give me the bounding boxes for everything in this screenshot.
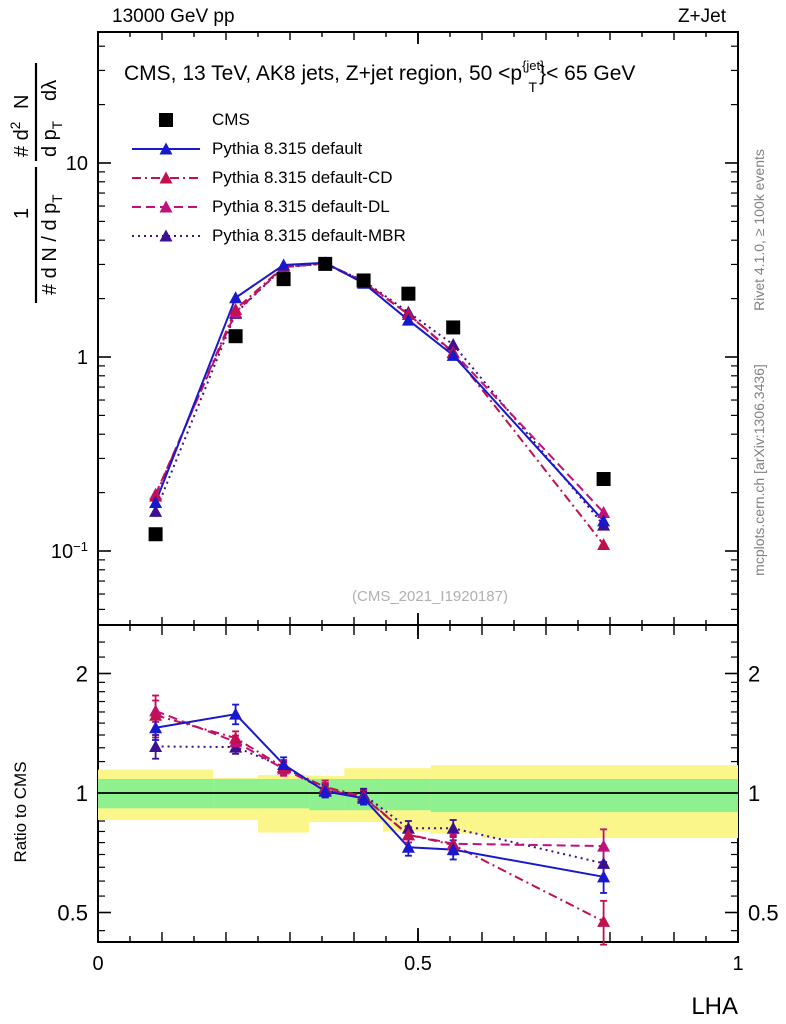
x-axis-label: LHA (691, 993, 738, 1020)
main-title: CMS, 13 TeV, AK8 jets, Z+jet region, 50 … (124, 58, 635, 95)
y-axis-label-part: d pT (39, 121, 65, 157)
analysis-watermark: (CMS_2021_I1920187) (352, 588, 508, 605)
x-tick-label: 1 (732, 953, 743, 975)
legend-marker-0 (159, 113, 173, 127)
main-series-marker (597, 505, 611, 518)
cms-data-marker (228, 329, 243, 344)
cms-data-marker (276, 272, 291, 287)
ratio-y-axis-label: Ratio to CMS (11, 761, 30, 862)
ratio-series-marker (357, 791, 371, 804)
main-series-marker (446, 348, 460, 361)
ratio-series-marker (597, 856, 611, 869)
legend-marker-1 (159, 142, 173, 155)
main-series-line (154, 262, 605, 514)
uncertainty-band-inner (482, 778, 738, 813)
ratio-series-marker (149, 708, 163, 721)
main-series-marker (597, 514, 611, 527)
y-tick-label-10: 10 (66, 153, 88, 175)
main-series-marker (401, 313, 415, 326)
ratio-series-marker (229, 707, 243, 720)
main-series-marker (229, 291, 243, 304)
ratio-y-right-tick-label: 1 (748, 781, 760, 806)
ratio-series-marker (149, 721, 163, 734)
y-axis-label-part: # d N / d pT (39, 194, 65, 295)
legend-label-2: Pythia 8.315 default-CD (212, 168, 393, 187)
side-label-rivet: Rivet 4.1.0, ≥ 100k events (751, 149, 767, 311)
main-series-marker (446, 337, 460, 351)
y-tick-label-1: 1 (77, 347, 88, 369)
ratio-series-line (155, 709, 604, 848)
ratio-series-marker (318, 784, 332, 797)
ratio-y-right-tick-label: 2 (748, 662, 760, 687)
main-series-marker (149, 489, 163, 502)
ratio-y-tick-label: 0.5 (57, 901, 88, 926)
ratio-series-marker (401, 828, 415, 841)
y-axis-label: # d N / d pT 1 # d2 Nd pT dλ (8, 63, 65, 303)
ratio-y-tick-label: 2 (76, 662, 88, 687)
y-axis-label-part: 1 (11, 208, 33, 219)
x-tick-label: 0 (92, 953, 103, 975)
ratio-series-marker (446, 843, 460, 856)
side-label-mcplots: mcplots.cern.ch [arXiv:1306.3436] (751, 364, 767, 576)
cms-data-marker (356, 273, 371, 288)
ratio-series-line (155, 745, 604, 865)
cms-data-marker (401, 286, 416, 301)
cms-data-marker (596, 472, 611, 487)
ratio-series-marker (149, 739, 163, 752)
legend-label-0: CMS (212, 110, 250, 129)
header-left-beam-label: 13000 GeV pp (112, 6, 235, 27)
ratio-y-tick-label: 1 (76, 781, 88, 806)
legend-label-1: Pythia 8.315 default (212, 139, 363, 158)
main-series-line (154, 262, 605, 546)
ratio-series-marker (401, 840, 415, 853)
cms-data-marker (446, 320, 461, 335)
main-series-marker (149, 495, 163, 508)
cms-data-marker (148, 527, 163, 542)
cms-data-marker (318, 256, 333, 271)
ratio-series-line (155, 713, 604, 878)
main-series-marker (597, 538, 611, 551)
y-axis-label-part: # d2 (8, 122, 33, 157)
legend-label-3: Pythia 8.315 default-DL (212, 197, 390, 216)
legend-marker-3 (159, 200, 173, 213)
legend-marker-4 (159, 229, 173, 242)
y-axis-label-part: N (11, 95, 33, 109)
main-series-line (154, 262, 605, 526)
ratio-series-marker (597, 914, 611, 927)
uncertainty-band-inner (382, 778, 431, 811)
legend-marker-2 (159, 171, 173, 184)
header-right-process-label: Z+Jet (678, 6, 727, 27)
main-series-marker (149, 504, 163, 517)
y-tick-label-0p1: 10−1 (51, 539, 88, 564)
main-series-marker (277, 258, 291, 271)
x-tick-label: 0.5 (404, 953, 432, 975)
ratio-y-right-tick-label: 0.5 (748, 901, 779, 926)
ratio-series-marker (401, 821, 415, 834)
y-axis-label-part: dλ (39, 80, 61, 101)
ratio-series-marker (229, 731, 243, 744)
ratio-series-marker (597, 870, 611, 883)
main-series-line (154, 261, 605, 522)
main-series-marker (229, 302, 243, 315)
ratio-series-marker (446, 821, 460, 834)
uncertainty-band-inner (430, 778, 482, 813)
legend-label-4: Pythia 8.315 default-MBR (212, 226, 406, 245)
ratio-series-marker (277, 757, 291, 770)
ratio-series-marker (597, 839, 611, 852)
